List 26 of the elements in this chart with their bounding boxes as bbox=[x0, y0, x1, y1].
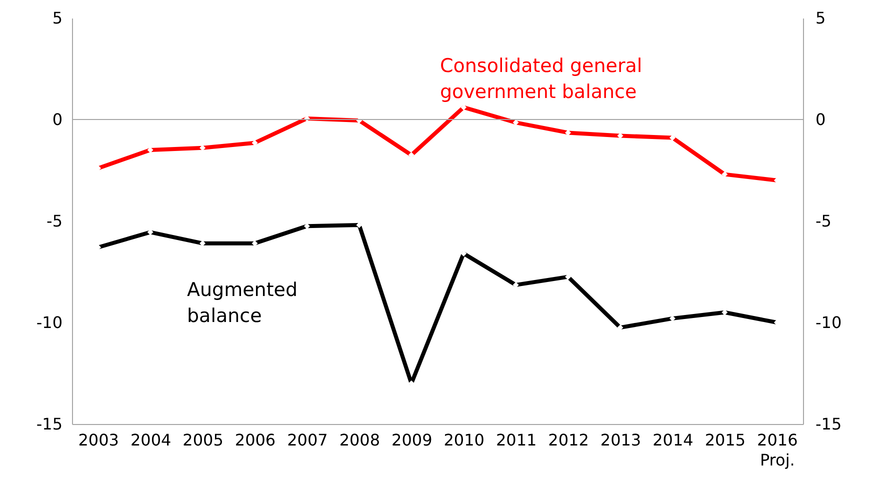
x-tick-label: 2005 bbox=[182, 430, 224, 450]
x-tick-label: 2006 bbox=[234, 430, 276, 450]
x-tick-label: 2014 bbox=[652, 430, 694, 450]
x-tick-label: 2015 bbox=[704, 430, 746, 450]
x-tick-label: 2003 bbox=[78, 430, 119, 450]
series-label: Augmented balance bbox=[187, 279, 298, 327]
series-label: Consolidated general government balance bbox=[440, 55, 642, 103]
x-tick-label: 2011 bbox=[496, 430, 537, 450]
y2-tick-label: 5 bbox=[816, 8, 826, 28]
x-tick-label: 2010 bbox=[444, 430, 484, 450]
x-tick-label: 2007 bbox=[287, 430, 328, 450]
x-tick-label: 2012 bbox=[548, 430, 589, 450]
y-tick-label: 0 bbox=[52, 110, 62, 129]
y-tick-label: -5 bbox=[46, 212, 62, 230]
x-tick-label: 2004 bbox=[130, 430, 172, 450]
x-tick-label: 2009 bbox=[392, 430, 432, 450]
y2-tick-label: 0 bbox=[816, 110, 826, 129]
x-tick-label: 2008 bbox=[339, 430, 380, 450]
x-tick-label: 2016 Proj. bbox=[757, 430, 798, 470]
y-tick-label: 5 bbox=[52, 8, 62, 28]
y-tick-label: -15 bbox=[36, 414, 62, 434]
y-tick-label: -10 bbox=[36, 313, 62, 332]
y2-tick-label: -5 bbox=[816, 212, 832, 230]
y2-tick-label: -15 bbox=[816, 414, 842, 434]
y2-tick-label: -10 bbox=[816, 313, 842, 332]
x-tick-label: 2013 bbox=[600, 430, 642, 450]
